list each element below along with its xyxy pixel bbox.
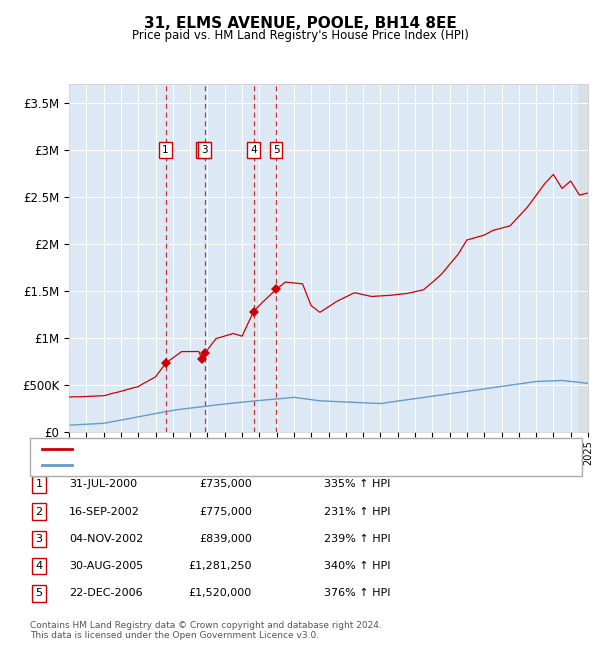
Text: 04-NOV-2002: 04-NOV-2002 bbox=[69, 534, 143, 544]
Text: 16-SEP-2002: 16-SEP-2002 bbox=[69, 506, 140, 517]
Text: Price paid vs. HM Land Registry's House Price Index (HPI): Price paid vs. HM Land Registry's House … bbox=[131, 29, 469, 42]
Text: 31, ELMS AVENUE, POOLE, BH14 8EE (detached house): 31, ELMS AVENUE, POOLE, BH14 8EE (detach… bbox=[78, 444, 365, 454]
Text: 340% ↑ HPI: 340% ↑ HPI bbox=[324, 561, 391, 571]
Text: 31, ELMS AVENUE, POOLE, BH14 8EE: 31, ELMS AVENUE, POOLE, BH14 8EE bbox=[143, 16, 457, 31]
Text: 1: 1 bbox=[162, 146, 169, 155]
Text: 2: 2 bbox=[35, 506, 43, 517]
Text: HPI: Average price, detached house, Bournemouth Christchurch and Poole: HPI: Average price, detached house, Bour… bbox=[78, 460, 466, 470]
Text: 376% ↑ HPI: 376% ↑ HPI bbox=[324, 588, 391, 599]
Text: 1: 1 bbox=[35, 479, 43, 489]
Text: £1,281,250: £1,281,250 bbox=[188, 561, 252, 571]
Text: 239% ↑ HPI: 239% ↑ HPI bbox=[324, 534, 391, 544]
Text: 30-AUG-2005: 30-AUG-2005 bbox=[69, 561, 143, 571]
Text: 31-JUL-2000: 31-JUL-2000 bbox=[69, 479, 137, 489]
Text: 2: 2 bbox=[199, 146, 206, 155]
Text: 4: 4 bbox=[250, 146, 257, 155]
Text: 3: 3 bbox=[35, 534, 43, 544]
Text: 231% ↑ HPI: 231% ↑ HPI bbox=[324, 506, 391, 517]
Text: £1,520,000: £1,520,000 bbox=[189, 588, 252, 599]
Text: £735,000: £735,000 bbox=[199, 479, 252, 489]
Text: 335% ↑ HPI: 335% ↑ HPI bbox=[324, 479, 391, 489]
Text: £839,000: £839,000 bbox=[199, 534, 252, 544]
Text: 22-DEC-2006: 22-DEC-2006 bbox=[69, 588, 143, 599]
Text: Contains HM Land Registry data © Crown copyright and database right 2024.
This d: Contains HM Land Registry data © Crown c… bbox=[30, 621, 382, 640]
Text: 5: 5 bbox=[273, 146, 280, 155]
Text: 4: 4 bbox=[35, 561, 43, 571]
Text: £775,000: £775,000 bbox=[199, 506, 252, 517]
Text: 5: 5 bbox=[35, 588, 43, 599]
Text: 3: 3 bbox=[201, 146, 208, 155]
